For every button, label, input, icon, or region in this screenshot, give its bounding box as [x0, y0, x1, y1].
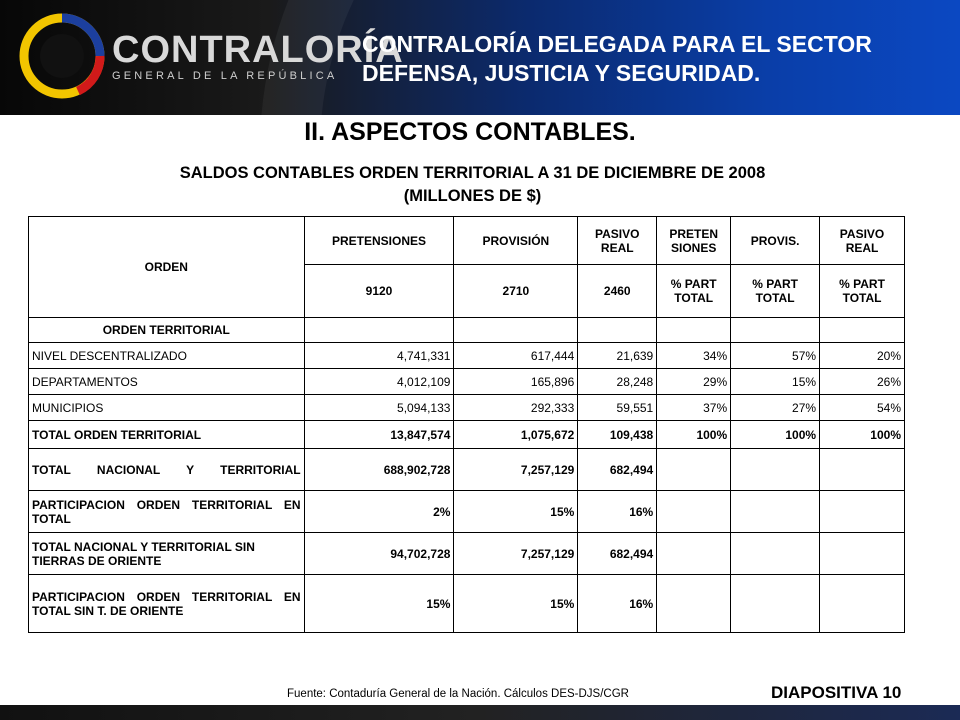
total-row: PARTICIPACION ORDEN TERRITORIAL EN TOTAL…	[28, 574, 905, 633]
cell: 54%	[819, 394, 905, 421]
cell: 617,444	[453, 342, 579, 369]
cell	[730, 574, 821, 633]
col-header: PASIVO REAL	[577, 216, 658, 265]
row-label: NIVEL DESCENTRALIZADO	[28, 342, 305, 369]
cell: 29%	[656, 368, 732, 395]
cell: 292,333	[453, 394, 579, 421]
sub-header: % PART TOTAL	[819, 264, 905, 318]
cell: 15%	[303, 574, 455, 633]
table-row: NIVEL DESCENTRALIZADO 4,741,331 617,444 …	[28, 342, 905, 369]
subtitle-line-2: (MILLONES DE $)	[403, 187, 542, 205]
cell: 27%	[730, 394, 821, 421]
cell	[730, 490, 821, 533]
header-title-line-2: DEFENSA, JUSTICIA Y SEGURIDAD.	[362, 60, 761, 86]
group-label: ORDEN TERRITORIAL	[28, 317, 305, 343]
cell: 682,494	[577, 448, 658, 491]
sub-header: % PART TOTAL	[730, 264, 821, 318]
source-note: Fuente: Contaduría General de la Nación.…	[287, 688, 629, 700]
cell: 1,075,672	[453, 420, 579, 449]
cell: 4,012,109	[303, 368, 455, 395]
table-header-row: ORDEN PRETENSIONES PROVISIÓN PASIVO REAL…	[28, 216, 905, 318]
sub-header: % PART TOTAL	[656, 264, 732, 318]
section-title: II. ASPECTOS CONTABLES.	[304, 118, 636, 146]
row-label: DEPARTAMENTOS	[28, 368, 305, 395]
cell	[730, 448, 821, 491]
col-header: PRETEN SIONES	[656, 216, 732, 265]
cell: 2%	[303, 490, 455, 533]
cell: 13,847,574	[303, 420, 455, 449]
cell: 16%	[577, 490, 658, 533]
contraloria-logo-icon	[19, 13, 105, 99]
cell	[656, 532, 732, 575]
table-subtitle: SALDOS CONTABLES ORDEN TERRITORIAL A 31 …	[0, 162, 945, 208]
col-header: PASIVO REAL	[819, 216, 905, 265]
cell	[730, 532, 821, 575]
subtitle-line-1: SALDOS CONTABLES ORDEN TERRITORIAL A 31 …	[179, 164, 766, 182]
cell: 37%	[656, 394, 732, 421]
cell: 4,741,331	[303, 342, 455, 369]
col-header: PROVIS.	[730, 216, 821, 265]
header-title-line-1: CONTRALORÍA DELEGADA PARA EL SECTOR	[362, 31, 872, 57]
cell: 16%	[577, 574, 658, 633]
cell: 94,702,728	[303, 532, 455, 575]
cell: 15%	[453, 574, 579, 633]
cell: 34%	[656, 342, 732, 369]
cell: 21,639	[577, 342, 658, 369]
logo-wordmark: CONTRALORÍA GENERAL DE LA REPÚBLICA	[112, 29, 404, 82]
logo-name: CONTRALORÍA	[112, 29, 404, 71]
logo-subtitle: GENERAL DE LA REPÚBLICA	[112, 70, 338, 82]
cell: 20%	[819, 342, 905, 369]
slide-header: CONTRALORÍA GENERAL DE LA REPÚBLICA CONT…	[0, 0, 960, 115]
cell: 26%	[819, 368, 905, 395]
row-label: TOTAL NACIONAL Y TERRITORIAL SIN TIERRAS…	[28, 532, 305, 575]
cell: 15%	[453, 490, 579, 533]
sub-header: 2460	[577, 264, 658, 318]
cell: 5,094,133	[303, 394, 455, 421]
cell: 688,902,728	[303, 448, 455, 491]
col-header: PRETENSIONES	[303, 216, 455, 265]
cell: 59,551	[577, 394, 658, 421]
total-row: TOTAL NACIONAL Y TERRITORIAL SIN TIERRAS…	[28, 532, 905, 575]
row-label: TOTAL ORDEN TERRITORIAL	[28, 420, 305, 449]
cell	[819, 448, 905, 491]
footer-bar	[0, 705, 960, 720]
cell: 15%	[730, 368, 821, 395]
cell: 165,896	[453, 368, 579, 395]
cell	[656, 490, 732, 533]
cell	[656, 574, 732, 633]
row-label: PARTICIPACION ORDEN TERRITORIAL EN TOTAL…	[28, 574, 305, 633]
balances-table: ORDEN PRETENSIONES PROVISIÓN PASIVO REAL…	[28, 216, 905, 633]
cell: 100%	[819, 420, 905, 449]
sub-header: 2710	[453, 264, 579, 318]
cell: 109,438	[577, 420, 658, 449]
row-label: MUNICIPIOS	[28, 394, 305, 421]
group-row: ORDEN TERRITORIAL	[28, 317, 905, 343]
total-row: PARTICIPACION ORDEN TERRITORIAL EN TOTAL…	[28, 490, 905, 533]
cell	[819, 574, 905, 633]
cell	[819, 490, 905, 533]
total-row: TOTAL NACIONAL Y TERRITORIAL 688,902,728…	[28, 448, 905, 491]
header-title: CONTRALORÍA DELEGADA PARA EL SECTOR DEFE…	[362, 30, 952, 88]
cell: 7,257,129	[453, 532, 579, 575]
col-header: PROVISIÓN	[453, 216, 579, 265]
slide-number: DIAPOSITIVA 10	[771, 683, 902, 702]
sub-header: 9120	[303, 264, 455, 318]
cell: 682,494	[577, 532, 658, 575]
row-label: TOTAL NACIONAL Y TERRITORIAL	[28, 448, 305, 491]
row-label: PARTICIPACION ORDEN TERRITORIAL EN TOTAL	[28, 490, 305, 533]
total-row: TOTAL ORDEN TERRITORIAL 13,847,574 1,075…	[28, 420, 905, 449]
cell	[656, 448, 732, 491]
table-row: MUNICIPIOS 5,094,133 292,333 59,551 37% …	[28, 394, 905, 421]
cell: 100%	[656, 420, 732, 449]
cell: 7,257,129	[453, 448, 579, 491]
orden-header: ORDEN	[28, 216, 305, 318]
table-row: DEPARTAMENTOS 4,012,109 165,896 28,248 2…	[28, 368, 905, 395]
cell: 28,248	[577, 368, 658, 395]
cell: 57%	[730, 342, 821, 369]
cell: 100%	[730, 420, 821, 449]
cell	[819, 532, 905, 575]
